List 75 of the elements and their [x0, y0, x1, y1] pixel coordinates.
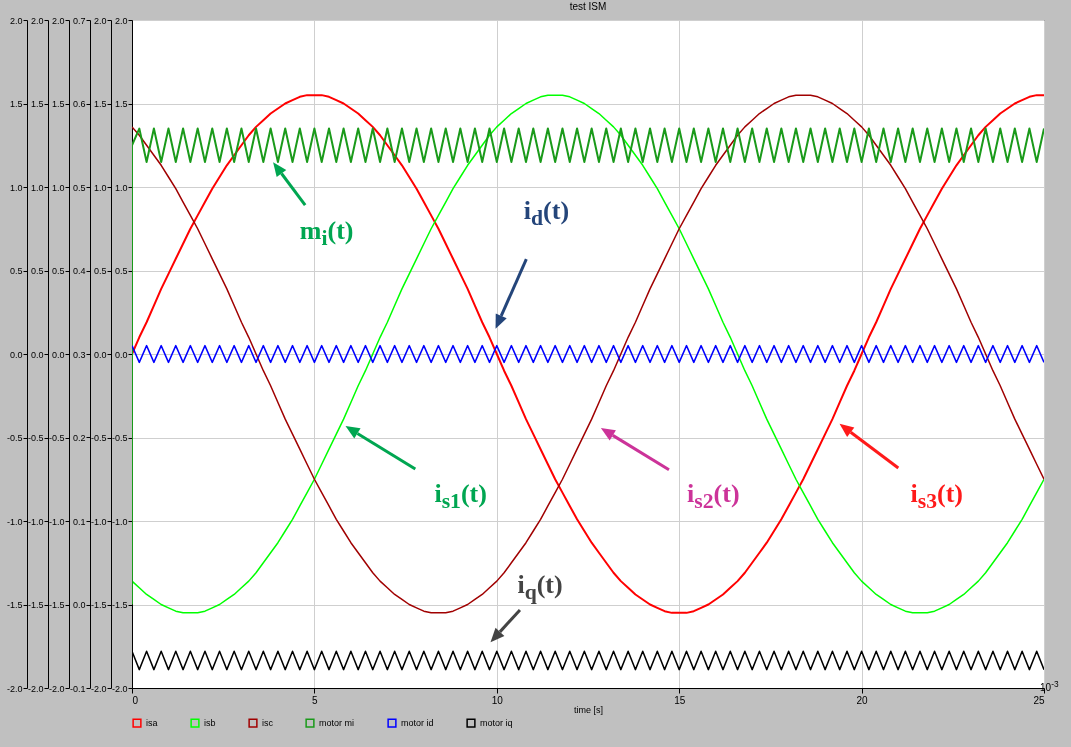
- text: 0.5: [30, 266, 44, 276]
- text: 2.0: [30, 15, 44, 26]
- y-tick-label: 0.5: [114, 266, 128, 276]
- annotation: i$_{d}$(t): [523, 195, 570, 230]
- annotation: i$_{s2}$(t): [687, 479, 740, 514]
- y-tick-label: 0.0: [114, 349, 128, 360]
- text: 0.0: [93, 349, 107, 360]
- text: 2.0: [51, 15, 65, 26]
- text: 2.0: [93, 15, 107, 26]
- x-tick-label: 15: [674, 694, 686, 706]
- annotation: i$_{q}$(t): [517, 569, 563, 605]
- legend-label: isa: [146, 718, 158, 729]
- annotation: 10$^{-3}$: [1040, 679, 1059, 694]
- chart-title: test ISM: [569, 1, 607, 12]
- text: 1.5: [30, 99, 44, 109]
- text: 1.5: [93, 99, 107, 109]
- y2-tick-label: 0.3: [72, 349, 86, 360]
- text: 0.5: [9, 266, 23, 276]
- y2-tick-label: 0.7: [72, 15, 86, 26]
- y2-tick-label: 0.1: [72, 516, 86, 527]
- y-tick-label: -2.0: [111, 683, 128, 694]
- legend-label: motor iq: [480, 718, 513, 729]
- legend-label: motor id: [401, 718, 434, 729]
- annotation: m$_{i}$(t): [299, 215, 354, 251]
- x-tick-label: 25: [1033, 694, 1045, 706]
- annotation: i$_{s3}$(t): [910, 479, 964, 514]
- y-tick-label: -1.0: [111, 516, 128, 527]
- y-tick-label: -1.5: [111, 600, 128, 610]
- y-tick-label: 1.0: [114, 182, 128, 193]
- text: 1.5: [9, 99, 23, 109]
- y2-tick-label: -0.1: [69, 683, 86, 694]
- text: -1.5: [6, 600, 23, 610]
- text: 1.0: [51, 182, 65, 193]
- text: 2.0: [9, 15, 23, 26]
- text: -2.0: [27, 683, 44, 694]
- text: -1.0: [27, 516, 44, 527]
- text: -1.0: [90, 516, 107, 527]
- text: -0.5: [27, 433, 44, 443]
- text: -2.0: [90, 683, 107, 694]
- text: 0.5: [93, 266, 107, 276]
- text: -0.5: [6, 433, 23, 443]
- y-tick-label: -0.5: [111, 433, 128, 443]
- text: -1.5: [90, 600, 107, 610]
- text: 1.0: [9, 182, 23, 193]
- text: -1.5: [27, 600, 44, 610]
- y2-tick-label: 0.4: [72, 266, 86, 276]
- text: -2.0: [6, 683, 23, 694]
- y-tick-label: 1.5: [114, 99, 128, 109]
- x-tick-label: 0: [132, 694, 139, 706]
- text: -0.5: [48, 433, 65, 443]
- text: 0.0: [30, 349, 44, 360]
- text: 1.0: [30, 182, 44, 193]
- legend-label: isb: [204, 718, 216, 729]
- text: 0.0: [9, 349, 23, 360]
- x-tick-label: 20: [856, 694, 869, 706]
- x-tick-label: 5: [312, 694, 319, 706]
- text: -0.5: [90, 433, 107, 443]
- legend-label: isc: [262, 718, 274, 729]
- x-tick-label: 10: [491, 694, 504, 706]
- y2-tick-label: 0.2: [72, 433, 86, 443]
- y2-tick-label: 0.6: [72, 99, 86, 109]
- legend-label: motor mi: [319, 718, 355, 729]
- x-axis-title: time [s]: [573, 704, 604, 715]
- y2-tick-label: 0.0: [72, 600, 86, 610]
- text: 1.5: [51, 99, 65, 109]
- y2-tick-label: 0.5: [72, 182, 86, 193]
- text: -1.0: [6, 516, 23, 527]
- text: -2.0: [48, 683, 65, 694]
- text: 1.0: [93, 182, 107, 193]
- text: -1.0: [48, 516, 65, 527]
- text: -1.5: [48, 600, 65, 610]
- y-tick-label: 2.0: [114, 15, 128, 26]
- text: 0.0: [51, 349, 65, 360]
- text: 0.5: [51, 266, 65, 276]
- annotation: i$_{s1}$(t): [434, 479, 487, 514]
